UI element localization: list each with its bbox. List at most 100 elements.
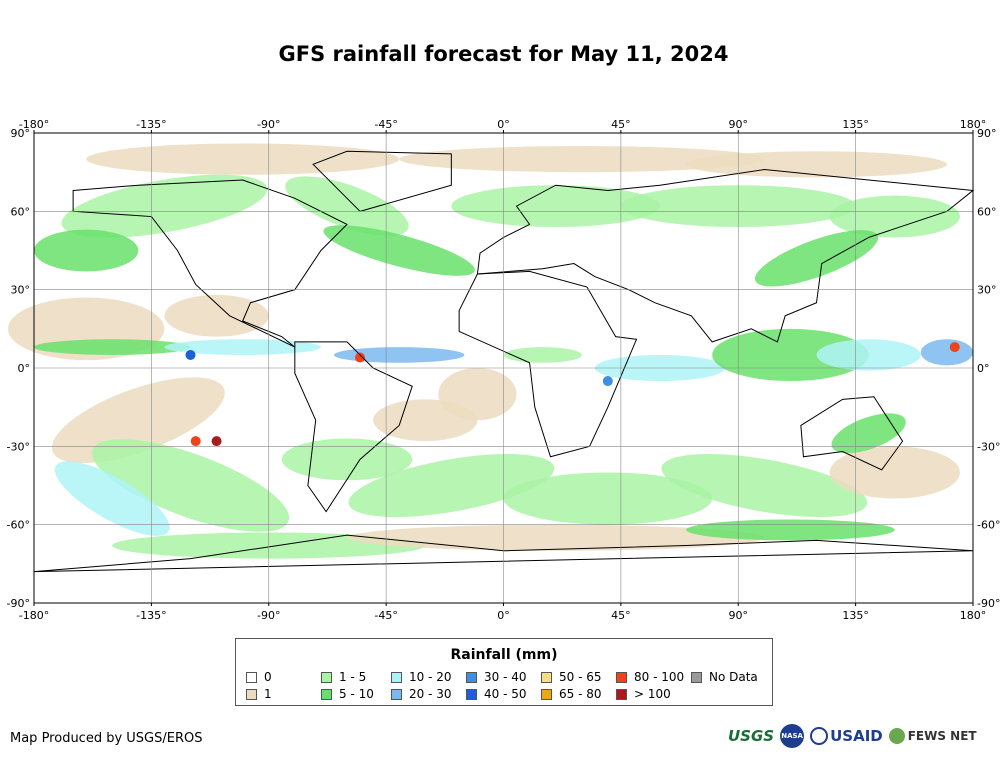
rainfall-area [33, 229, 139, 272]
lat-tick-left: -30° [7, 440, 30, 453]
rainfall-area [348, 454, 555, 517]
heavy-rain-spot [602, 376, 613, 387]
lon-tick-top: -180° [19, 118, 49, 131]
legend-item: 30 - 40 [466, 670, 527, 684]
rainfall-area [503, 347, 582, 363]
legend-label: 65 - 80 [559, 687, 602, 701]
legend-item: 1 [246, 687, 272, 701]
legend-swatch [246, 671, 257, 683]
fews-net-logo: FEWS NET [888, 728, 977, 744]
usaid-logo: USAID [810, 727, 883, 745]
rainfall-area [51, 377, 225, 464]
legend-swatch [466, 671, 477, 683]
rainfall-area [503, 472, 713, 525]
legend-label: 40 - 50 [484, 687, 527, 701]
legend-label: 20 - 30 [409, 687, 452, 701]
legend-item: 5 - 10 [321, 687, 374, 701]
lon-tick-top: 180° [960, 118, 987, 131]
lon-tick-bottom: 0° [497, 609, 510, 622]
heavy-rain-spot [949, 342, 960, 353]
lat-tick-left: 90° [11, 127, 31, 140]
legend-item: No Data [691, 670, 758, 684]
coastline [800, 396, 904, 471]
rainfall-area [438, 368, 517, 421]
rainfall-map: -180° -180° -135° -135° -90° -90° -45° -45° 0° 0°… [0, 110, 1007, 630]
heavy-rain-spot [211, 436, 222, 447]
partner-logos: USGS NASA USAID FEWS NET [728, 724, 977, 748]
coastline [294, 341, 413, 513]
legend-label: 80 - 100 [634, 670, 685, 684]
lat-tick-right: -90° [977, 597, 1000, 610]
legend-item: 1 - 5 [321, 670, 366, 684]
legend-item: 65 - 80 [541, 687, 602, 701]
legend-swatch [691, 671, 702, 683]
lat-tick-left: 0° [18, 362, 31, 375]
legend-item: 40 - 50 [466, 687, 527, 701]
lon-tick-bottom: 180° [960, 609, 987, 622]
lat-tick-left: -90° [7, 597, 30, 610]
rainfall-area [323, 225, 475, 276]
legend-item: 10 - 20 [391, 670, 452, 684]
lon-tick-top: 135° [842, 118, 869, 131]
rainfall-area [686, 151, 947, 178]
rainfall-area [91, 439, 290, 532]
globe-icon [888, 728, 905, 744]
map-canvas: -180° -180° -135° -135° -90° -90° -45° -45° 0° 0°… [7, 118, 1001, 622]
coastline [33, 534, 974, 573]
legend-swatch [616, 688, 627, 700]
legend-item: 20 - 30 [391, 687, 452, 701]
lon-tick-bottom: -45° [374, 609, 397, 622]
rainfall-area [86, 143, 400, 175]
rainfall-area [61, 174, 268, 238]
usaid-logo-text: USAID [830, 727, 883, 745]
coastline [72, 179, 348, 348]
rainfall-area [686, 519, 895, 541]
lat-tick-right: 0° [977, 362, 990, 375]
legend-label: 10 - 20 [409, 670, 452, 684]
legend-label: 0 [264, 670, 272, 684]
rainfall-area [164, 294, 269, 337]
legend-label: No Data [709, 670, 758, 684]
rainfall-area [164, 339, 321, 355]
legend-label: > 100 [634, 687, 671, 701]
lat-tick-left: -60° [7, 519, 30, 532]
lat-tick-left: 30° [11, 284, 31, 297]
legend-item: 50 - 65 [541, 670, 602, 684]
map-credit: Map Produced by USGS/EROS [10, 731, 203, 746]
coastline [312, 150, 452, 212]
coastline [476, 169, 975, 343]
nasa-logo: NASA [780, 724, 805, 748]
lon-tick-top: -135° [136, 118, 166, 131]
legend-swatch [541, 671, 552, 683]
legend-label: 1 [264, 687, 272, 701]
legend-item: 80 - 100 [616, 670, 684, 684]
heavy-rain-spot [355, 352, 366, 363]
heavy-rain-spot [190, 436, 201, 447]
lat-tick-left: 60° [11, 205, 31, 218]
lon-tick-top: 0° [497, 118, 510, 131]
legend-swatch [391, 671, 402, 683]
legend-swatch [466, 688, 477, 700]
legend-label: 30 - 40 [484, 670, 527, 684]
usgs-logo: USGS [728, 727, 775, 745]
legend: Rainfall (mm) 0 1 1 - 5 5 - 10 10 - 20 20 - 3… [235, 638, 773, 706]
lon-tick-bottom: 135° [842, 609, 869, 622]
lon-tick-bottom: -90° [257, 609, 280, 622]
lon-tick-bottom: -180° [19, 609, 49, 622]
legend-item: > 100 [616, 687, 671, 701]
lat-tick-right: 30° [977, 284, 997, 297]
rainfall-area [829, 446, 960, 499]
rainfall-area [754, 230, 879, 287]
fews-net-logo-text: FEWS NET [907, 729, 977, 743]
lat-tick-right: -30° [977, 440, 1000, 453]
lat-tick-right: 60° [977, 205, 997, 218]
rainfall-area [285, 176, 409, 236]
lat-tick-right: 90° [977, 127, 997, 140]
usaid-seal-icon [810, 727, 829, 745]
heavy-rain-spot [185, 349, 196, 360]
rainfall-area [816, 339, 921, 371]
legend-swatch [391, 688, 402, 700]
rainfall-area [661, 454, 868, 517]
lon-tick-top: 45° [611, 118, 631, 131]
lon-tick-bottom: 45° [611, 609, 631, 622]
